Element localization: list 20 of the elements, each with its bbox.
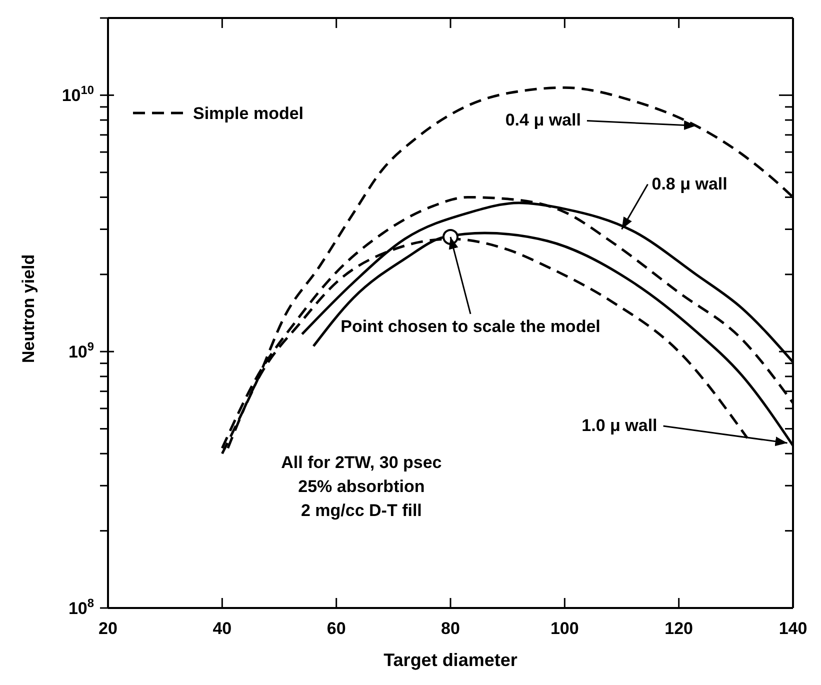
x-tick-label: 60: [326, 619, 346, 638]
annotation: 25% absorbtion: [298, 477, 425, 496]
x-axis-title: Target diameter: [384, 650, 518, 670]
y-axis-title: Neutron yield: [19, 254, 38, 363]
annotation: 0.8 μ wall: [652, 174, 728, 194]
x-tick-label: 120: [664, 619, 694, 638]
legend-label: Simple model: [193, 104, 304, 123]
annotation: 2 mg/cc D-T fill: [300, 501, 422, 520]
x-tick-label: 40: [212, 619, 232, 638]
y-tick-label: 10$^{8}$: [68, 596, 94, 618]
x-tick-label: 20: [98, 619, 118, 638]
y-tick-label: 10$^{10}$: [62, 83, 94, 106]
annotation: 0.4 μ wall: [505, 110, 581, 130]
x-tick-label: 140: [778, 619, 808, 638]
annotation: Point chosen to scale the model: [340, 316, 600, 336]
annotation: 1.0 μ wall: [582, 416, 658, 436]
x-tick-label: 100: [550, 619, 579, 638]
annotation: All for 2TW, 30 psec: [281, 453, 442, 472]
x-tick-label: 80: [441, 619, 460, 638]
y-tick-label: 10$^{9}$: [68, 340, 94, 362]
